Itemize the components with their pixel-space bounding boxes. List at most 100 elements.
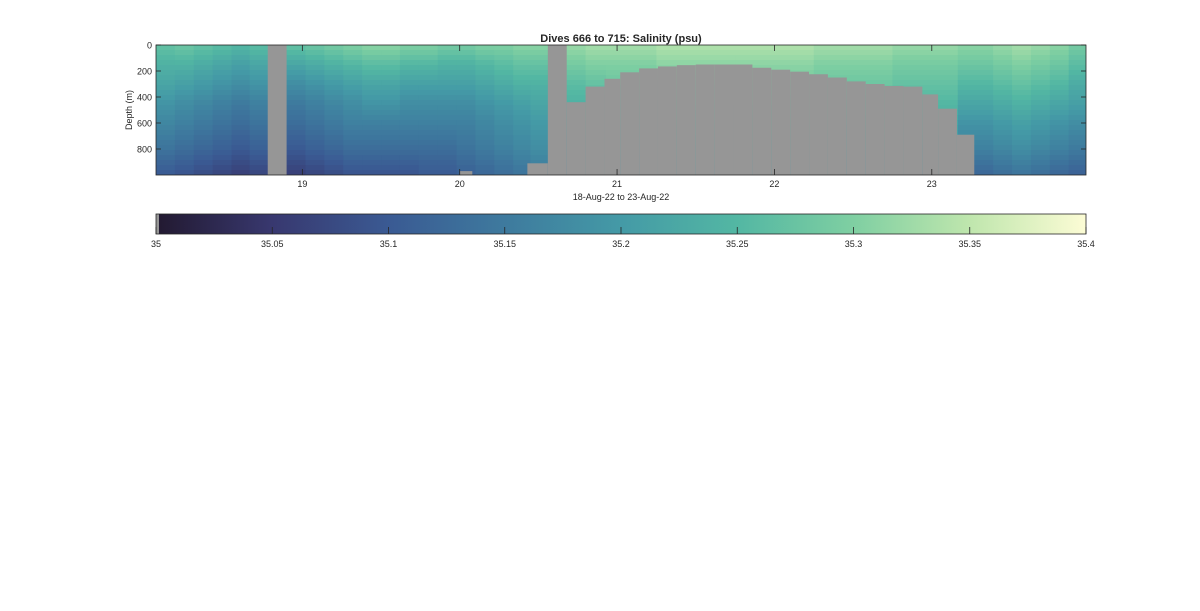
heatmap-cell: [1030, 70, 1051, 76]
missing-data-column: [527, 163, 548, 175]
heatmap-cell: [585, 50, 607, 56]
heatmap-cell: [1030, 110, 1051, 116]
heatmap-cell: [249, 45, 278, 51]
heatmap-cell: [892, 70, 959, 76]
heatmap-cell: [475, 65, 495, 71]
heatmap-cell: [231, 90, 251, 96]
heatmap-cell: [343, 145, 363, 151]
heatmap-cell: [1012, 105, 1032, 111]
heatmap-cell: [399, 135, 420, 141]
heatmap-cell: [381, 170, 401, 175]
heatmap-cell: [212, 110, 233, 116]
heatmap-cell: [343, 70, 363, 76]
heatmap-cell: [1049, 135, 1070, 141]
heatmap-cell: [249, 150, 278, 156]
heatmap-cell: [957, 125, 994, 131]
heatmap-cell: [231, 145, 251, 151]
missing-data-column: [922, 94, 939, 175]
heatmap-cell: [324, 115, 344, 121]
heatmap-cell: [305, 125, 325, 131]
heatmap-cell: [1012, 100, 1032, 106]
heatmap-cell: [418, 45, 439, 51]
heatmap-cell: [174, 150, 195, 156]
heatmap-cell: [305, 160, 325, 166]
heatmap-cell: [343, 130, 363, 136]
heatmap-cell: [1068, 105, 1086, 111]
heatmap-cell: [957, 140, 994, 146]
heatmap-cell: [193, 45, 214, 51]
heatmap-cell: [530, 90, 558, 96]
heatmap-cell: [277, 165, 307, 171]
heatmap-cell: [557, 75, 587, 81]
heatmap-cell: [513, 110, 532, 116]
colorbar-ticks: 35 35.05 35.1 35.15 35.2 35.25 35.3 35.35 35.4: [151, 227, 1095, 249]
heatmap-cell: [557, 85, 587, 91]
heatmap-cell: [1068, 75, 1086, 81]
heatmap-cell: [993, 80, 1013, 86]
colorbar-tick-label: 35.25: [726, 239, 749, 249]
heatmap-cell: [212, 55, 233, 61]
heatmap-cell: [212, 70, 233, 76]
heatmap-cell: [993, 50, 1013, 56]
heatmap-cell: [494, 160, 514, 166]
heatmap-cell: [456, 45, 477, 51]
heatmap-cell: [513, 85, 532, 91]
heatmap-cell: [362, 55, 382, 61]
heatmap-cell: [231, 170, 251, 175]
heatmap-cell: [1030, 90, 1051, 96]
heatmap-cell: [957, 60, 994, 66]
heatmap-cell: [957, 65, 994, 71]
heatmap-cell: [231, 70, 251, 76]
heatmap-cell: [362, 105, 382, 111]
heatmap-cell: [606, 55, 658, 61]
heatmap-cell: [437, 105, 458, 111]
heatmap-cell: [193, 170, 214, 175]
heatmap-cell: [993, 65, 1013, 71]
heatmap-cell: [1049, 125, 1070, 131]
heatmap-cell: [437, 80, 458, 86]
heatmap-cell: [1068, 65, 1086, 71]
heatmap-cell: [249, 155, 278, 161]
heatmap-cell: [437, 45, 458, 51]
heatmap-cell: [494, 155, 514, 161]
heatmap-cell: [343, 55, 363, 61]
heatmap-cell: [381, 50, 401, 56]
heatmap-cell: [456, 85, 477, 91]
heatmap-cell: [362, 150, 382, 156]
heatmap-cell: [193, 75, 214, 81]
heatmap-cell: [156, 125, 176, 131]
heatmap-cell: [530, 150, 558, 156]
heatmap-cell: [324, 70, 344, 76]
heatmap-cell: [305, 80, 325, 86]
heatmap-cell: [1030, 65, 1051, 71]
heatmap-cell: [494, 135, 514, 141]
heatmap-cell: [813, 45, 894, 51]
heatmap-cell: [324, 75, 344, 81]
heatmap-cell: [957, 95, 994, 101]
heatmap-cell: [418, 80, 439, 86]
heatmap-cell: [456, 150, 477, 156]
heatmap-cell: [1068, 100, 1086, 106]
heatmap-cell: [305, 90, 325, 96]
heatmap-cell: [456, 125, 477, 131]
heatmap-cell: [174, 60, 195, 66]
heatmap-cell: [277, 60, 307, 66]
heatmap-cell: [399, 45, 420, 51]
heatmap-cell: [156, 45, 176, 51]
heatmap-cell: [381, 115, 401, 121]
heatmap-cell: [513, 95, 532, 101]
heatmap-cell: [957, 150, 994, 156]
heatmap-cell: [305, 115, 325, 121]
heatmap-cell: [277, 95, 307, 101]
heatmap-cell: [1049, 110, 1070, 116]
heatmap-cell: [399, 105, 420, 111]
heatmap-cell: [585, 65, 607, 71]
heatmap-cell: [324, 140, 344, 146]
heatmap-cell: [1049, 120, 1070, 126]
heatmap-cell: [193, 65, 214, 71]
heatmap-cell: [249, 75, 278, 81]
heatmap-cell: [1068, 45, 1086, 51]
heatmap-cell: [381, 165, 401, 171]
heatmap-cell: [475, 165, 495, 171]
heatmap-cell: [437, 115, 458, 121]
